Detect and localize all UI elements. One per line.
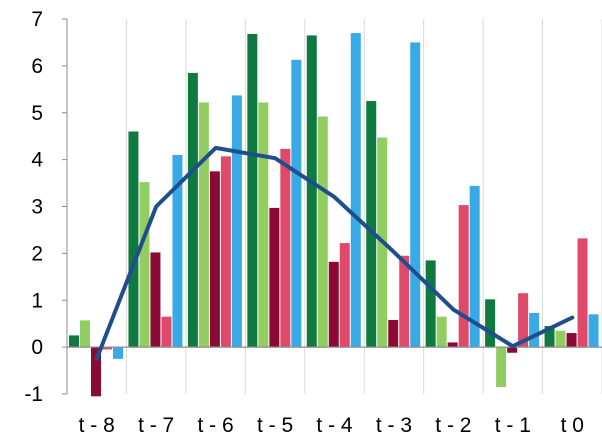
bar-mark: [350, 33, 361, 348]
x-tick-label: t - 3: [376, 414, 412, 437]
y-tick-label: -1: [24, 383, 43, 406]
bar-mark: [172, 154, 183, 348]
bar-mark: [69, 335, 79, 348]
x-tick-label: t - 7: [138, 414, 174, 437]
bar-mark: [469, 185, 480, 348]
bar-mark: [436, 316, 447, 348]
y-tick-label: 6: [31, 55, 43, 78]
y-tick-label: 0: [31, 336, 43, 359]
bar-mark: [113, 347, 123, 359]
bar-mark: [102, 347, 112, 350]
chart-line-series: [94, 145, 575, 361]
bar-mark: [577, 238, 588, 348]
y-tick-label: 2: [31, 242, 43, 265]
bar-mark: [291, 59, 302, 348]
x-tick-label: t - 4: [316, 414, 352, 437]
x-tick-label: t - 5: [257, 414, 293, 437]
bar-mark: [91, 347, 101, 397]
bar-mark: [80, 320, 90, 348]
y-tick-label: 5: [31, 102, 43, 125]
bar-mark: [139, 182, 150, 348]
bar-mark: [507, 347, 518, 353]
bar-mark: [258, 102, 269, 348]
bar-mark: [458, 205, 469, 348]
bar-mark: [306, 35, 317, 348]
x-tick-label: t 0: [561, 414, 584, 437]
y-tick-label: 3: [31, 196, 43, 219]
bar-mark: [231, 95, 242, 348]
bar-mark: [425, 260, 436, 348]
bar-mark: [544, 326, 555, 348]
bar-mark: [339, 243, 350, 348]
bar-mark: [317, 116, 328, 348]
bar-mark: [518, 293, 529, 348]
bar-mark: [566, 333, 577, 348]
bar-mark: [269, 207, 280, 348]
bar-mark: [588, 314, 599, 348]
bar-mark: [555, 330, 566, 348]
bar-mark: [388, 319, 399, 348]
x-tick-label: t - 2: [435, 414, 471, 437]
bar-mark: [447, 342, 458, 348]
bar-mark: [187, 72, 198, 348]
bar-mark: [366, 101, 377, 348]
y-tick-label: 4: [31, 149, 43, 172]
bar-mark: [209, 171, 220, 348]
bar-mark: [529, 312, 540, 348]
bar-mark: [328, 261, 339, 348]
bar-mark: [280, 148, 291, 348]
bar-mark: [399, 255, 410, 348]
bar-mark: [198, 102, 209, 348]
chart-grid: [66, 19, 602, 394]
bar-mark: [150, 252, 161, 348]
line-series: [94, 145, 575, 361]
bar-mark: [485, 299, 496, 348]
bar-mark: [496, 347, 507, 387]
x-tick-label: t - 8: [79, 414, 115, 437]
chart-tick-labels: 7 6 5 4 3 2 1 0 -1 t - 8 t - 7 t - 6 t - 5 t - 4 t - 3…: [24, 8, 584, 437]
x-tick-label: t - 1: [495, 414, 531, 437]
bar-mark: [410, 42, 421, 348]
x-tick-label: t - 6: [198, 414, 234, 437]
bar-mark: [247, 34, 258, 348]
bar-mark: [220, 156, 231, 348]
y-tick-label: 7: [31, 8, 43, 31]
y-tick-label: 1: [31, 289, 43, 312]
bar-mark: [128, 131, 139, 348]
bar-mark: [161, 316, 172, 348]
